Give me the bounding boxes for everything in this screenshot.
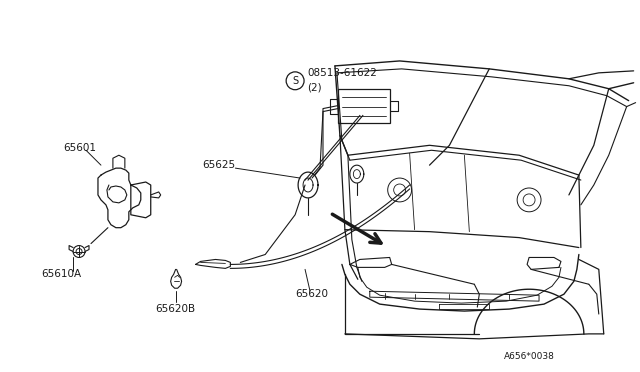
- Text: 08513-61622: 08513-61622: [307, 68, 377, 78]
- FancyBboxPatch shape: [338, 89, 390, 124]
- Text: S: S: [292, 76, 298, 86]
- Text: (2): (2): [307, 83, 322, 93]
- Text: 65620: 65620: [295, 289, 328, 299]
- Text: A656*0038: A656*0038: [504, 352, 555, 361]
- Text: 65625: 65625: [202, 160, 236, 170]
- Text: 65610A: 65610A: [41, 269, 81, 279]
- Text: 65601: 65601: [63, 143, 96, 153]
- Text: 65620B: 65620B: [156, 304, 196, 314]
